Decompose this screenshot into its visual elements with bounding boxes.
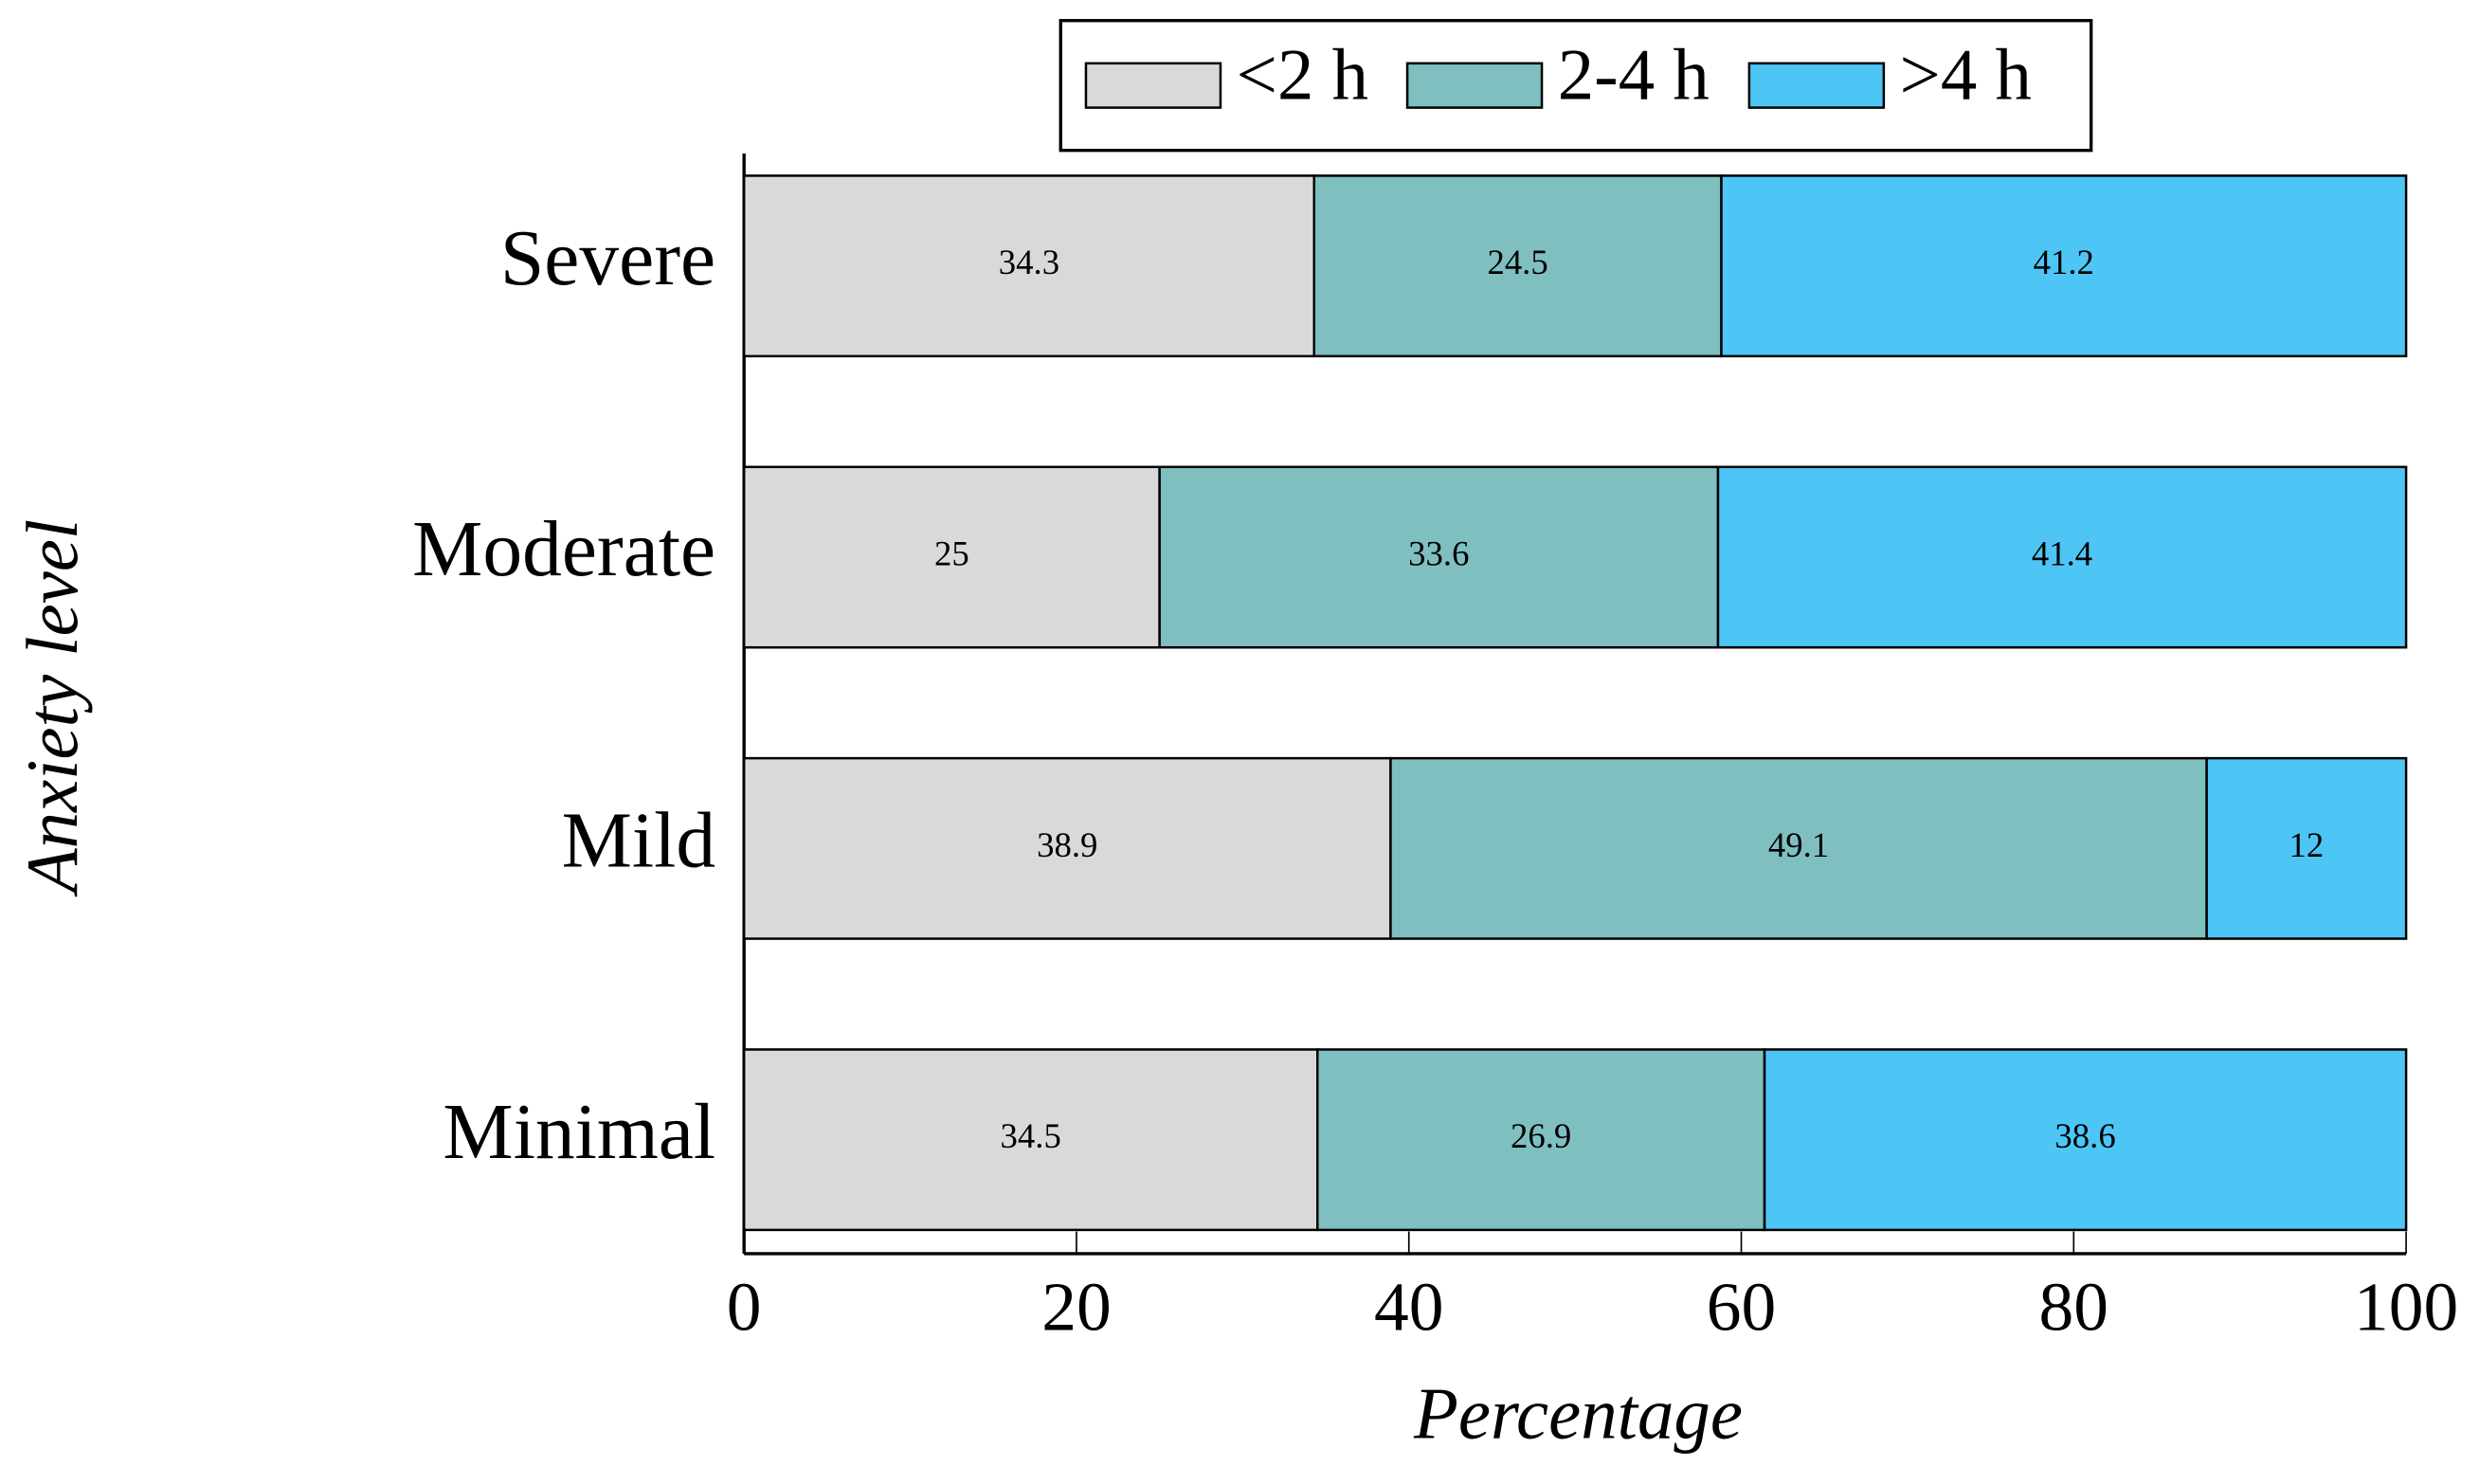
bar-segment	[1389, 756, 2208, 940]
value-label: 24.5	[1487, 243, 1547, 281]
value-label: 12	[2289, 825, 2324, 864]
y-axis-label: Anxiety level	[12, 519, 93, 898]
bar-segment	[1716, 465, 2408, 649]
legend-swatch	[1747, 62, 1886, 109]
value-label: 49.1	[1768, 825, 1829, 864]
bar-segment	[742, 756, 1392, 940]
value-label: 41.4	[2032, 534, 2092, 572]
bar-segment	[1316, 1048, 1766, 1232]
value-label: 25	[934, 534, 969, 572]
y-tick-label: Severe	[500, 215, 715, 302]
legend-box	[1059, 19, 2093, 153]
bar-segment	[742, 174, 1316, 358]
value-label: 38.9	[1037, 825, 1097, 864]
x-tick-label: 0	[727, 1268, 762, 1345]
y-tick-label: Mild	[562, 798, 715, 885]
y-tick-label: Moderate	[412, 506, 715, 593]
legend-swatch	[1405, 62, 1544, 109]
value-label: 34.5	[1001, 1116, 1061, 1155]
value-label: 38.6	[2054, 1116, 2115, 1155]
legend-label: <2 h	[1237, 34, 1368, 115]
value-label: 41.2	[2034, 243, 2094, 281]
value-label: 34.3	[999, 243, 1059, 281]
x-tick-label: 20	[1041, 1268, 1111, 1345]
legend-swatch	[1084, 62, 1222, 109]
bar-segment	[1312, 174, 1723, 358]
x-tick-label: 80	[2039, 1268, 2108, 1345]
x-tick-label: 60	[1707, 1268, 1776, 1345]
bar-segment	[2205, 756, 2408, 940]
value-label: 26.9	[1511, 1116, 1571, 1155]
legend-label: 2-4 h	[1558, 34, 1710, 115]
y-tick-label: Minimal	[443, 1089, 715, 1176]
x-tick-label: 100	[2354, 1268, 2458, 1345]
x-tick-label: 40	[1374, 1268, 1443, 1345]
value-label: 33.6	[1408, 534, 1469, 572]
bar-segment	[1720, 174, 2408, 358]
bar-segment	[1763, 1048, 2408, 1232]
x-axis-label: Percentage	[1413, 1374, 1743, 1455]
legend-label: >4 h	[1900, 34, 2032, 115]
